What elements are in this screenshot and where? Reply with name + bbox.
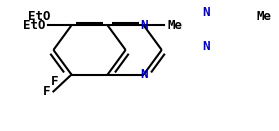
Text: EtO: EtO (28, 10, 51, 23)
Text: N: N (140, 68, 147, 81)
Text: Me: Me (256, 10, 271, 23)
Text: F: F (43, 85, 51, 98)
Text: N: N (140, 19, 147, 32)
Text: Me: Me (167, 19, 182, 32)
Text: N: N (202, 40, 210, 53)
Text: N: N (202, 6, 210, 19)
Text: F: F (51, 75, 58, 88)
Text: EtO: EtO (23, 19, 45, 32)
